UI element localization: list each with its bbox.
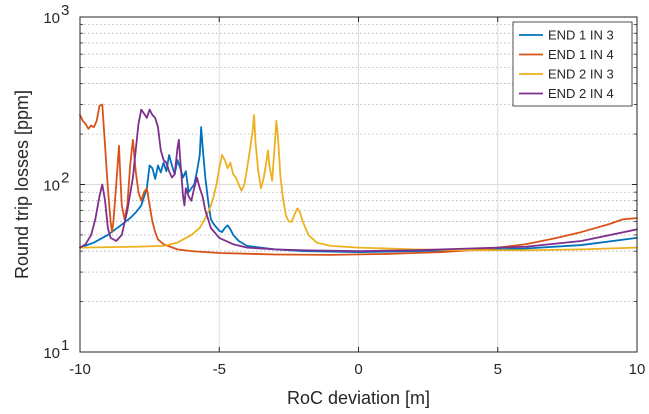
series-line-2	[79, 103, 638, 256]
legend: END 1 IN 3 END 1 IN 4 END 2 IN 3 END 2 IN 4	[512, 21, 633, 107]
plot-lines	[79, 103, 638, 256]
series-line-1	[79, 126, 638, 253]
x-axis-title: RoC deviation [m]	[287, 388, 430, 408]
series-line-4	[79, 108, 638, 253]
y-tick-label: 10	[43, 10, 60, 27]
series-line-3	[79, 114, 638, 252]
y-tick-label-exponent: 1	[61, 337, 69, 354]
legend-label: END 2 IN 4	[548, 86, 614, 101]
legend-box	[512, 21, 633, 107]
y-tick-label-exponent: 2	[61, 170, 69, 187]
x-tick-label: -5	[213, 361, 226, 378]
legend-label: END 1 IN 4	[548, 47, 614, 62]
x-tick-label: -10	[69, 361, 91, 378]
x-tick-label: 10	[629, 361, 646, 378]
x-tick-labels: -10 -5 0 5 10	[69, 361, 645, 378]
y-tick-label: 10	[43, 345, 60, 362]
y-axis-title: Round trip losses [ppm]	[12, 90, 32, 279]
axis-ticks	[79, 16, 638, 353]
x-tick-label: 0	[354, 361, 362, 378]
y-tick-label: 10	[43, 178, 60, 195]
x-tick-label: 5	[494, 361, 502, 378]
legend-label: END 2 IN 3	[548, 67, 614, 82]
legend-label: END 1 IN 3	[548, 28, 614, 43]
y-tick-label-exponent: 3	[61, 2, 69, 19]
